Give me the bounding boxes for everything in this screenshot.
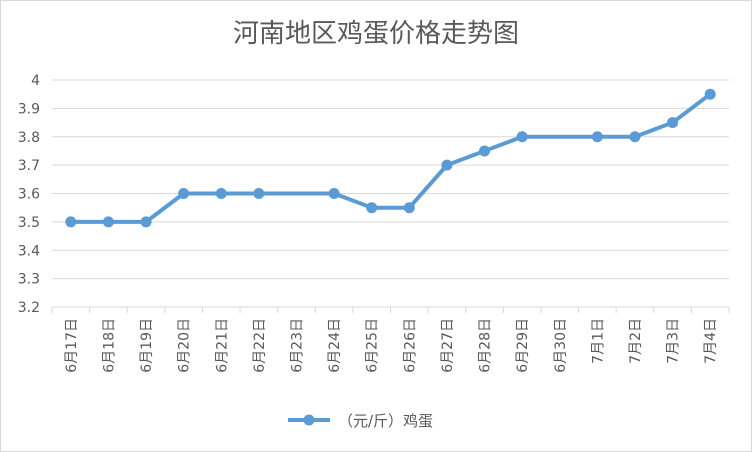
y-tick-label: 3.9 xyxy=(18,101,40,117)
x-tick-label: 6月20日 xyxy=(177,318,193,373)
y-tick-label: 3.2 xyxy=(18,300,40,316)
x-tick-label: 6月29日 xyxy=(515,318,531,373)
x-tick-label: 7月4日 xyxy=(703,318,719,364)
chart-title: 河南地区鸡蛋价格走势图 xyxy=(233,19,519,49)
x-tick-label: 6月19日 xyxy=(139,318,155,373)
x-tick-label: 6月22日 xyxy=(252,318,268,373)
x-tick-label: 6月24日 xyxy=(327,318,343,373)
x-tick-label: 7月2日 xyxy=(628,318,644,364)
x-tick-label: 6月23日 xyxy=(289,318,305,373)
data-point xyxy=(102,216,114,228)
x-tick-label: 6月30日 xyxy=(553,318,569,373)
legend-marker xyxy=(303,414,315,426)
legend: （元/斤）鸡蛋 xyxy=(288,412,433,430)
x-tick-label: 6月18日 xyxy=(101,318,117,373)
y-tick-label: 3.3 xyxy=(18,272,40,288)
data-point xyxy=(629,131,641,143)
data-point xyxy=(366,202,378,214)
series-line xyxy=(68,92,713,224)
y-tick-label: 3.4 xyxy=(18,243,40,259)
data-point xyxy=(253,188,265,199)
x-tick-label: 6月25日 xyxy=(365,318,381,373)
y-tick-label: 3.7 xyxy=(18,158,40,174)
data-point xyxy=(704,88,716,100)
data-point xyxy=(591,131,603,143)
y-tick-label: 3.5 xyxy=(18,215,40,231)
x-tick-label: 6月26日 xyxy=(402,318,418,373)
data-point xyxy=(516,131,528,143)
data-point xyxy=(441,159,453,171)
data-point xyxy=(328,188,340,199)
data-point xyxy=(140,216,152,228)
legend-label: （元/斤）鸡蛋 xyxy=(338,412,433,430)
x-axis: 6月17日 6月18日 6月19日 6月20日 6月21日 6月22日 6月23日 6月24日… xyxy=(51,307,730,373)
y-tick-label: 3.6 xyxy=(18,187,40,203)
data-point xyxy=(403,202,415,214)
data-point xyxy=(479,145,491,157)
data-point xyxy=(215,188,227,199)
data-point xyxy=(667,117,679,129)
y-tick-label: 3.8 xyxy=(18,130,40,146)
y-tick-label: 4 xyxy=(31,73,40,89)
gridlines xyxy=(52,79,729,308)
x-tick-label: 6月27日 xyxy=(440,318,456,373)
data-point xyxy=(178,188,190,199)
x-tick-label: 7月3日 xyxy=(666,318,682,364)
data-point xyxy=(65,216,77,228)
x-tick-label: 7月1日 xyxy=(590,318,606,364)
series-layer xyxy=(65,88,716,228)
x-tick-label: 6月17日 xyxy=(64,318,80,373)
x-tick-label: 6月28日 xyxy=(478,318,494,373)
y-axis-ticks: 3.2 3.3 3.4 3.5 3.6 3.7 3.8 3.9 4 xyxy=(18,73,40,316)
x-tick-label: 6月21日 xyxy=(214,318,230,373)
